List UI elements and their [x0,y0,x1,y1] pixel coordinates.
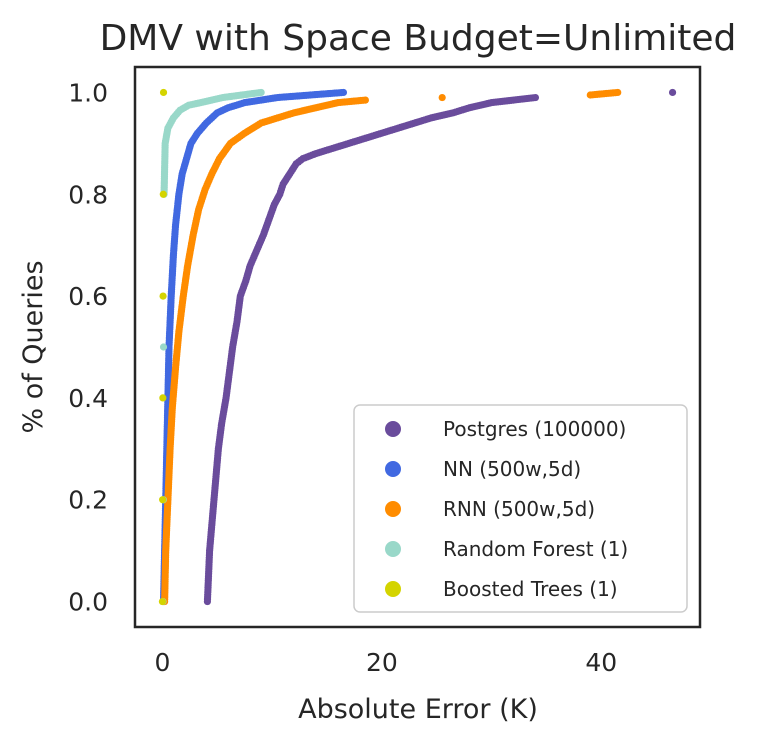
data-point [159,190,167,198]
series-3 [161,88,622,606]
y-tick-label: 0.6 [68,282,108,311]
legend-label: Boosted Trees (1) [443,577,618,601]
data-point [668,88,677,97]
y-tick-label: 0.2 [68,486,108,515]
y-tick-label: 0.0 [68,588,108,617]
data-point [159,88,168,97]
legend-marker [385,541,401,557]
y-tick-label: 1.0 [68,78,108,107]
series-group [158,88,677,606]
data-point [531,93,540,102]
x-tick-label: 20 [366,648,398,677]
legend-label: NN (500w,5d) [443,457,581,481]
legend-label: Postgres (100000) [443,417,626,441]
x-tick-label: 0 [154,648,170,677]
data-point [159,292,167,300]
y-axis-ticks: 0.0 0.2 0.4 0.6 0.8 1.0 [68,78,108,616]
legend-box [353,404,688,613]
legend-label: Random Forest (1) [443,537,628,561]
x-axis-label: Absolute Error (K) [298,694,538,725]
data-point [438,93,446,102]
data-point [159,394,167,402]
y-tick-label: 0.8 [68,180,108,209]
plot-area [133,65,702,629]
legend-marker [385,421,401,437]
series-2 [159,88,348,606]
legend-label: RNN (500w,5d) [443,497,595,521]
data-point [361,96,369,104]
legend-marker [385,501,401,517]
series-5 [158,88,168,606]
data-point [339,88,348,97]
legend: Postgres (100000) NN (500w,5d) RNN (500w,5… [353,404,688,613]
data-point [158,597,167,606]
series-1 [203,88,677,606]
data-point [614,88,622,97]
legend-marker [385,581,401,597]
data-point [257,88,265,97]
legend-marker [385,461,401,477]
x-tick-label: 40 [585,648,617,677]
data-point [159,496,167,504]
x-axis-ticks: 0 20 40 [154,648,617,677]
data-point [159,343,168,351]
y-axis-label: % of Queries [18,260,49,433]
chart-title: DMV with Space Budget=Unlimited [100,18,737,59]
plot-frame [133,65,702,629]
y-tick-label: 0.4 [68,384,108,413]
